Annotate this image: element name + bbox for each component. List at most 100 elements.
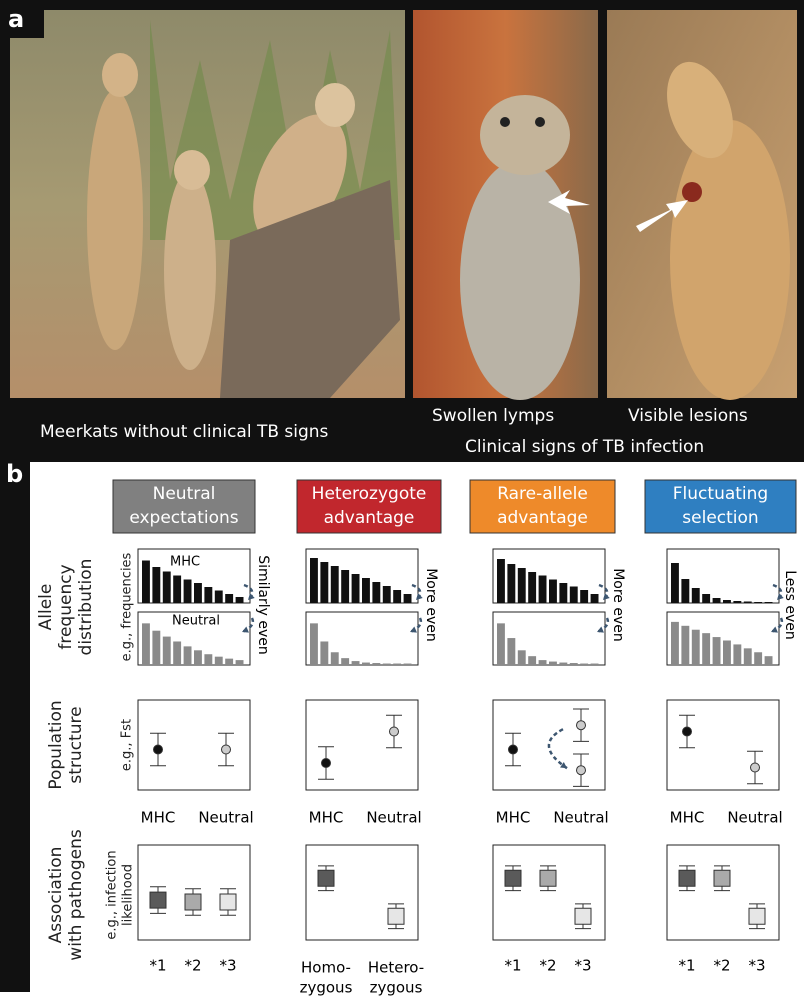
plot-frame (666, 548, 780, 604)
bar (162, 636, 171, 665)
bar (559, 662, 568, 665)
bar (712, 598, 721, 603)
bar (764, 656, 773, 665)
category-label: Neutral (553, 809, 608, 827)
bar (152, 630, 161, 665)
bar (691, 629, 700, 665)
plot-frame (305, 699, 419, 791)
category-label: Neutral (727, 809, 782, 827)
column-header (644, 479, 797, 534)
bar (183, 579, 192, 603)
row-label: Population (46, 700, 66, 789)
category-label: MHC (496, 809, 531, 827)
bar (372, 582, 381, 603)
bar (362, 662, 370, 665)
point (508, 744, 518, 755)
bar (723, 600, 731, 603)
point (576, 765, 586, 776)
bar (569, 586, 578, 603)
category-label: Hetero- (368, 959, 424, 977)
bar (235, 597, 244, 603)
arrow-head (603, 593, 610, 600)
point (387, 907, 405, 925)
comparison-note: Similarly even (255, 555, 271, 655)
category-label: MHC (670, 809, 705, 827)
bar (142, 623, 150, 665)
bar (691, 588, 700, 603)
bar (733, 644, 742, 665)
bar (723, 640, 731, 665)
column-header (112, 479, 256, 534)
arrow (243, 583, 254, 601)
bar (764, 602, 773, 603)
column-header (296, 479, 442, 534)
point (574, 907, 592, 925)
bar (341, 658, 350, 665)
column-title: Heterozygote (312, 484, 427, 504)
bar (152, 567, 161, 603)
series-label: MHC (170, 555, 200, 570)
bar (507, 564, 516, 603)
category-label: MHC (309, 809, 344, 827)
bar (204, 654, 213, 665)
category-label: *2 (713, 957, 730, 975)
bar (403, 663, 412, 665)
bar (382, 663, 391, 665)
category-label: Homo- (301, 959, 351, 977)
bar (183, 646, 192, 665)
bar (507, 638, 516, 665)
arrow-head (560, 761, 567, 769)
row-label: distribution (76, 559, 96, 656)
arrow-head (416, 593, 423, 600)
category-label: Neutral (198, 809, 253, 827)
bar (549, 579, 557, 603)
bar (580, 590, 589, 603)
column-title: Neutral (153, 484, 216, 504)
bar (681, 579, 690, 603)
arrow (547, 728, 568, 770)
row-label: Allele (36, 584, 56, 631)
bar (173, 575, 182, 603)
caption: Swollen lymps (432, 406, 554, 426)
bar (403, 594, 412, 603)
axis-note: e.g., frequencies (120, 552, 135, 661)
column-header (469, 479, 616, 534)
caption: Clinical signs of TB infection (465, 437, 704, 457)
bar (590, 663, 599, 665)
bar (204, 587, 213, 603)
plot-frame (492, 844, 606, 941)
bar (743, 601, 752, 603)
bar (754, 652, 763, 665)
point (149, 891, 167, 909)
axis-note: e.g., infection (105, 850, 120, 939)
panel-label: a (8, 5, 24, 33)
bar (580, 663, 589, 665)
arrow-head (242, 626, 249, 633)
bar (235, 660, 244, 665)
category-label: *3 (748, 957, 765, 975)
bar (393, 590, 402, 603)
bar (528, 656, 537, 665)
arrow-head (597, 626, 604, 633)
category-label: zygous (370, 979, 423, 997)
category-label: MHC (141, 809, 176, 827)
column-title: Fluctuating (673, 484, 768, 504)
bar (393, 663, 402, 665)
column-title: selection (682, 508, 758, 528)
bar (225, 658, 234, 665)
bar (310, 558, 318, 603)
bar (330, 566, 339, 603)
point (750, 762, 760, 773)
axis-note: e.g., Fst (120, 719, 135, 771)
arrow (411, 583, 422, 601)
plot-frame (305, 844, 419, 941)
photo-swollen-lymph (413, 10, 598, 400)
bar (702, 594, 711, 603)
bar (754, 602, 763, 603)
point (221, 744, 231, 755)
category-label: *3 (574, 957, 591, 975)
category-label: *3 (219, 957, 236, 975)
category-label: *2 (539, 957, 556, 975)
bar (549, 661, 557, 665)
bar (372, 663, 381, 665)
